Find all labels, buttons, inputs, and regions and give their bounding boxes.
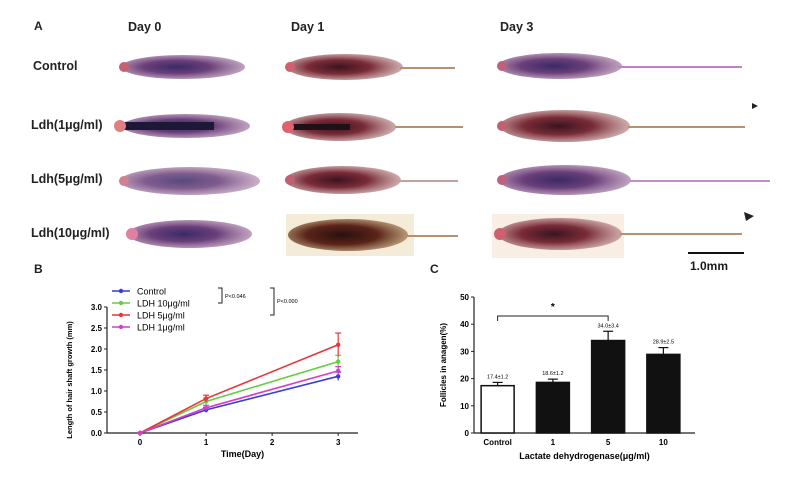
y-tick-label: 30 — [460, 347, 469, 356]
data-point — [203, 396, 209, 401]
y-axis-label: Follicles in anagen(%) — [439, 323, 448, 407]
data-label: 28.9±2.5 — [653, 340, 674, 346]
follicle-ldh5-day0 — [119, 167, 260, 195]
significance-bracket-2 — [270, 287, 275, 316]
x-axis-label: Time(Day) — [221, 449, 264, 459]
y-tick-label: 40 — [460, 320, 469, 329]
data-label: 17.4±1.2 — [487, 374, 508, 380]
x-tick-label: 1 — [204, 438, 209, 447]
p-value-2: P<0.000 — [277, 299, 298, 305]
row-label-ldh-5: Ldh(5μg/ml) — [31, 172, 103, 186]
data-label: 18.6±1.2 — [542, 371, 563, 377]
follicle-ldh10-day0 — [126, 220, 252, 248]
y-tick-label: 2.5 — [91, 324, 103, 333]
x-tick-label: 2 — [270, 438, 275, 447]
follicle-ldh5-day1 — [285, 166, 458, 194]
panel-b-letter: B — [34, 262, 43, 276]
row-label-ldh-1: Ldh(1μg/ml) — [31, 118, 103, 132]
y-tick-label: 1.0 — [91, 387, 103, 396]
legend-label: Control — [137, 287, 166, 297]
y-tick-label: 10 — [460, 402, 469, 411]
legend-marker — [118, 288, 124, 294]
y-axis-label: Length of hair shaft growth (mm) — [65, 321, 74, 439]
legend-marker — [118, 300, 124, 306]
y-tick-label: 0.5 — [91, 408, 103, 417]
x-tick-label: 0 — [138, 438, 143, 447]
significance-star: * — [551, 302, 555, 313]
follicle-control-day3 — [497, 53, 742, 79]
bar — [535, 381, 571, 434]
x-tick-label: 3 — [336, 438, 341, 447]
data-point — [203, 405, 209, 410]
data-point — [335, 368, 341, 374]
follicle-control-day1 — [285, 54, 455, 80]
p-value-1: P<0.046 — [225, 294, 246, 300]
significance-bracket — [497, 315, 609, 321]
data-point — [335, 342, 341, 347]
panel-a-letter: A — [34, 19, 43, 33]
panel-c-letter: C — [430, 262, 439, 276]
legend-marker — [118, 312, 124, 318]
row-label-ldh-10: Ldh(10μg/ml) — [31, 226, 110, 240]
y-tick-label: 20 — [460, 375, 469, 384]
x-tick-label: 10 — [659, 438, 668, 447]
x-axis-label: Lactate dehydrogenase(μg/ml) — [519, 451, 650, 461]
significance-bracket-1 — [218, 287, 223, 304]
legend-label: LDH 1μg/ml — [137, 323, 185, 333]
data-point — [335, 374, 341, 379]
follicle-ldh10-day3 — [492, 212, 754, 258]
data-point — [137, 430, 143, 436]
legend-marker — [118, 324, 124, 330]
follicle-control-day0 — [119, 55, 245, 79]
x-tick-label: Control — [483, 438, 511, 447]
bar — [646, 353, 681, 434]
y-tick-label: 3.0 — [91, 303, 103, 312]
day-1-label: Day 1 — [291, 20, 325, 34]
follicle-ldh10-day1 — [286, 214, 458, 256]
legend-label: LDH 5μg/ml — [137, 311, 185, 321]
follicle-ldh1-day1 — [282, 113, 463, 141]
y-tick-label: 0 — [465, 429, 470, 438]
bar — [480, 384, 515, 434]
bar — [590, 339, 626, 434]
follicle-ldh5-day3 — [497, 165, 770, 195]
data-label: 34.0±3.4 — [597, 323, 618, 329]
y-tick-label: 2.0 — [91, 345, 103, 354]
row-label-control: Control — [33, 59, 78, 73]
scale-bar-label: 1.0mm — [690, 259, 729, 273]
y-tick-label: 1.5 — [91, 366, 103, 375]
day-3-label: Day 3 — [500, 20, 534, 34]
y-tick-label: 0.0 — [91, 429, 103, 438]
day-0-label: Day 0 — [128, 20, 162, 34]
follicle-ldh1-day0 — [114, 114, 250, 138]
legend-label: LDH 10μg/ml — [137, 299, 190, 309]
x-tick-label: 1 — [551, 438, 556, 447]
data-point — [335, 359, 341, 364]
y-tick-label: 50 — [460, 293, 469, 302]
follicle-micrographs — [114, 53, 770, 258]
x-tick-label: 5 — [606, 438, 611, 447]
follicle-ldh1-day3 — [497, 103, 758, 142]
